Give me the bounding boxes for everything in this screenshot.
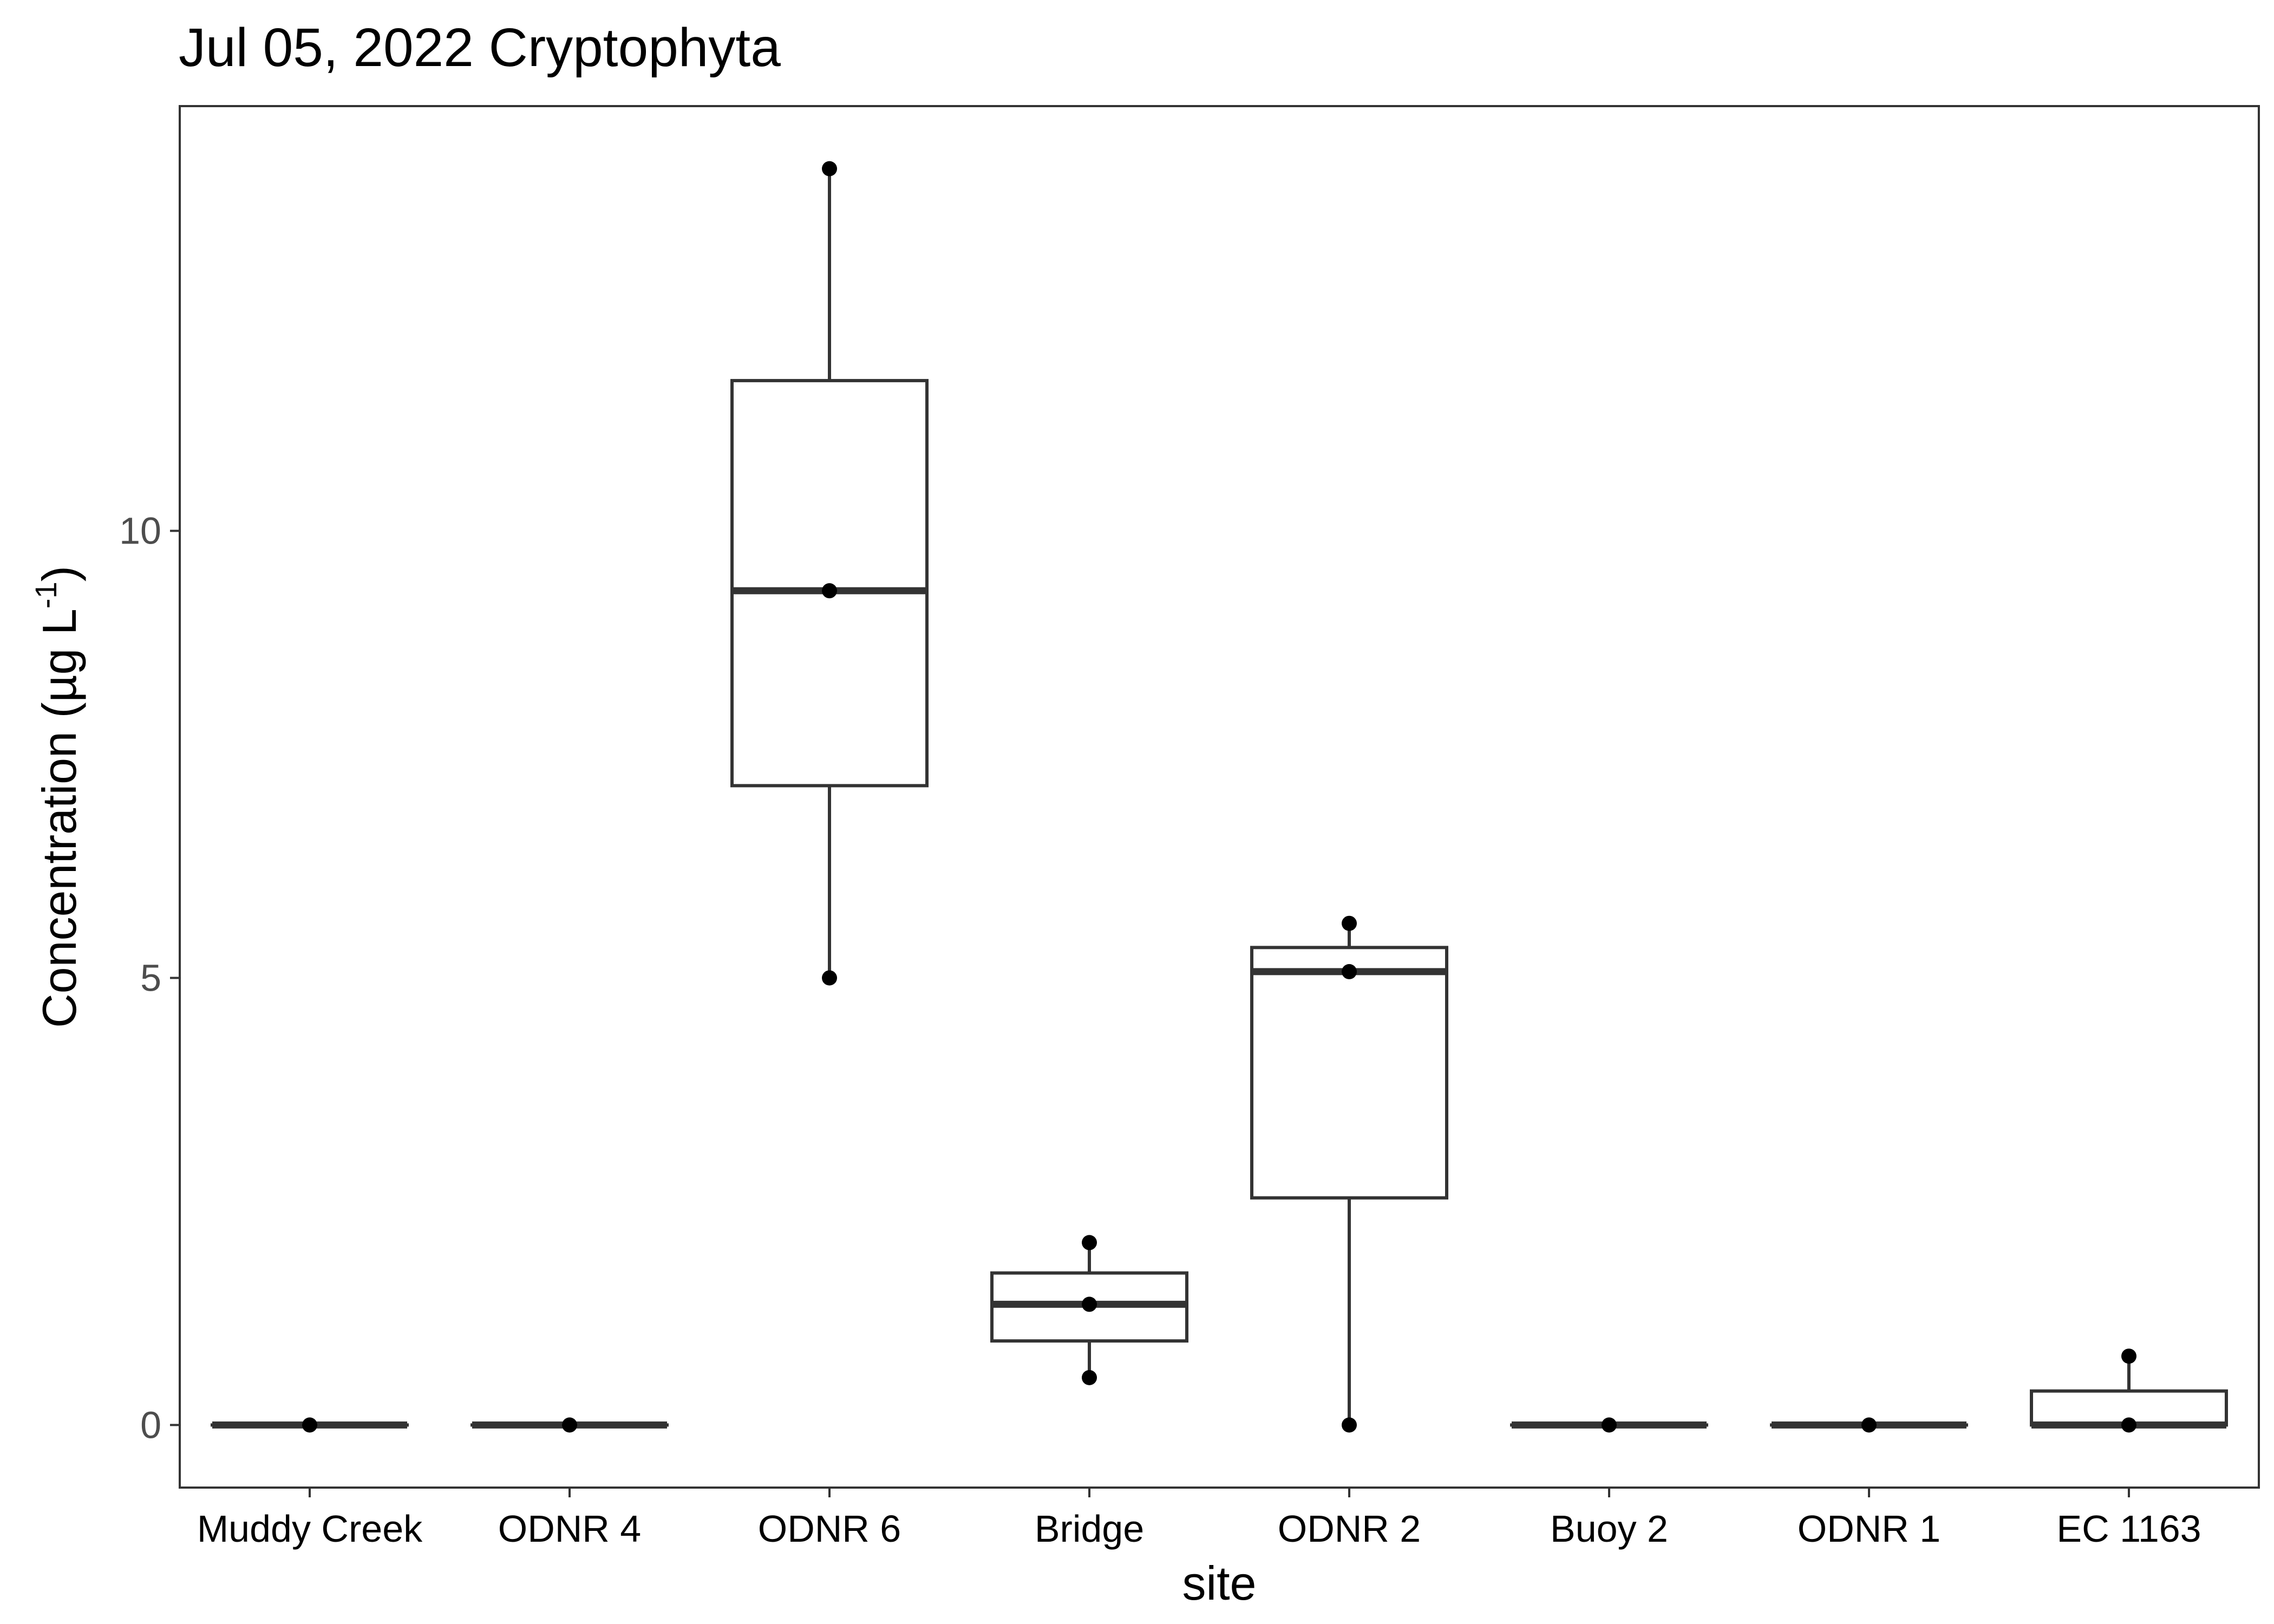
x-axis-title: site [1182,1556,1257,1610]
data-point [1342,1417,1357,1433]
data-point [1342,915,1357,931]
x-tick-label: ODNR 2 [1278,1508,1421,1550]
data-point [2121,1348,2136,1364]
data-point [302,1417,317,1433]
x-tick-label: ODNR 6 [758,1508,901,1550]
data-point [1082,1235,1097,1250]
data-point [1602,1417,1617,1433]
data-point [1342,964,1357,979]
y-axis: 0 5 10 [119,510,180,1446]
x-axis: Muddy Creek ODNR 4 ODNR 6 Bridge ODNR 2 Buoy … [197,1488,2201,1550]
box-iqr [730,379,929,788]
data-point [562,1417,577,1433]
y-axis-title-prefix: Concentration (µg L [32,608,86,1028]
y-axis-title: Concentration (µg L-1) [29,566,86,1028]
data-point [1082,1296,1097,1312]
data-point [822,583,837,599]
y-axis-title-suffix: ) [32,566,86,581]
x-tick-label: ODNR 1 [1798,1508,1940,1550]
x-tick-label: EC 1163 [2056,1508,2201,1550]
y-axis-title-superscript: -1 [29,581,63,608]
chart-title: Jul 05, 2022 Cryptophyta [179,17,781,78]
box-odnr-6 [730,168,929,978]
data-point [822,161,837,176]
x-tick-label: Bridge [1035,1508,1144,1550]
x-tick-label: Buoy 2 [1550,1508,1668,1550]
y-tick-label: 5 [140,957,161,999]
y-tick-label: 10 [119,510,161,552]
x-tick-label: ODNR 4 [498,1508,641,1550]
y-tick-label: 0 [140,1404,161,1446]
data-point [2121,1417,2136,1433]
points-layer [302,161,2136,1433]
data-point [1861,1417,1877,1433]
data-point [1082,1370,1097,1385]
box-iqr [1250,946,1448,1200]
x-tick-label: Muddy Creek [197,1508,423,1550]
data-point [822,970,837,986]
plot-panel [179,105,2260,1489]
